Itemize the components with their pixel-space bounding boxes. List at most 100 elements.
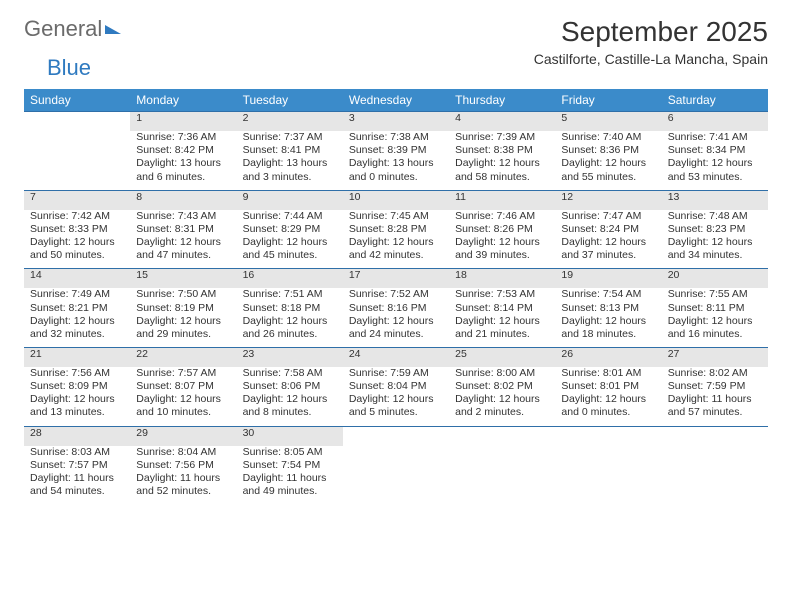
sunrise-text: Sunrise: 7:49 AM xyxy=(30,288,124,301)
col-fri: Friday xyxy=(555,89,661,112)
daylight-line1: Daylight: 12 hours xyxy=(349,315,443,328)
daylight-line1: Daylight: 12 hours xyxy=(243,393,337,406)
daylight-line2: and 52 minutes. xyxy=(136,485,230,498)
sunrise-text: Sunrise: 7:42 AM xyxy=(30,210,124,223)
sunrise-text: Sunrise: 7:58 AM xyxy=(243,367,337,380)
daynum-cell: 7 xyxy=(24,190,130,210)
day-cell: Sunrise: 7:49 AMSunset: 8:21 PMDaylight:… xyxy=(24,288,130,347)
day-cell: Sunrise: 7:43 AMSunset: 8:31 PMDaylight:… xyxy=(130,210,236,269)
daylight-line2: and 8 minutes. xyxy=(243,406,337,419)
daylight-line2: and 50 minutes. xyxy=(30,249,124,262)
daynum-cell: 25 xyxy=(449,347,555,367)
col-tue: Tuesday xyxy=(237,89,343,112)
sunset-text: Sunset: 8:04 PM xyxy=(349,380,443,393)
daynum-cell: 16 xyxy=(237,269,343,289)
daynum-cell: 15 xyxy=(130,269,236,289)
sunrise-text: Sunrise: 7:54 AM xyxy=(561,288,655,301)
week-2-daynum-row: 14151617181920 xyxy=(24,269,768,289)
daylight-line2: and 57 minutes. xyxy=(668,406,762,419)
logo: General xyxy=(24,16,121,42)
daylight-line1: Daylight: 12 hours xyxy=(561,157,655,170)
sunrise-text: Sunrise: 7:52 AM xyxy=(349,288,443,301)
daylight-line2: and 53 minutes. xyxy=(668,171,762,184)
week-0-daynum-row: 123456 xyxy=(24,112,768,132)
daylight-line2: and 58 minutes. xyxy=(455,171,549,184)
daynum-cell xyxy=(24,112,130,132)
daylight-line2: and 37 minutes. xyxy=(561,249,655,262)
day-cell: Sunrise: 8:04 AMSunset: 7:56 PMDaylight:… xyxy=(130,446,236,505)
sunrise-text: Sunrise: 8:03 AM xyxy=(30,446,124,459)
sunset-text: Sunset: 8:33 PM xyxy=(30,223,124,236)
day-cell: Sunrise: 7:58 AMSunset: 8:06 PMDaylight:… xyxy=(237,367,343,426)
daylight-line2: and 13 minutes. xyxy=(30,406,124,419)
daynum-cell: 3 xyxy=(343,112,449,132)
week-3-body-row: Sunrise: 7:56 AMSunset: 8:09 PMDaylight:… xyxy=(24,367,768,426)
sunset-text: Sunset: 8:36 PM xyxy=(561,144,655,157)
daylight-line2: and 32 minutes. xyxy=(30,328,124,341)
sunrise-text: Sunrise: 8:04 AM xyxy=(136,446,230,459)
day-cell: Sunrise: 7:40 AMSunset: 8:36 PMDaylight:… xyxy=(555,131,661,190)
daylight-line2: and 24 minutes. xyxy=(349,328,443,341)
week-4-daynum-row: 282930 xyxy=(24,426,768,446)
daylight-line1: Daylight: 11 hours xyxy=(30,472,124,485)
sunrise-text: Sunrise: 7:40 AM xyxy=(561,131,655,144)
day-cell: Sunrise: 7:41 AMSunset: 8:34 PMDaylight:… xyxy=(662,131,768,190)
day-cell: Sunrise: 7:54 AMSunset: 8:13 PMDaylight:… xyxy=(555,288,661,347)
day-cell: Sunrise: 7:42 AMSunset: 8:33 PMDaylight:… xyxy=(24,210,130,269)
daylight-line2: and 0 minutes. xyxy=(561,406,655,419)
logo-triangle-icon xyxy=(105,25,121,34)
day-cell: Sunrise: 7:47 AMSunset: 8:24 PMDaylight:… xyxy=(555,210,661,269)
calendar-table: Sunday Monday Tuesday Wednesday Thursday… xyxy=(24,89,768,504)
sunrise-text: Sunrise: 7:51 AM xyxy=(243,288,337,301)
sunset-text: Sunset: 8:39 PM xyxy=(349,144,443,157)
week-4-body-row: Sunrise: 8:03 AMSunset: 7:57 PMDaylight:… xyxy=(24,446,768,505)
daynum-cell xyxy=(662,426,768,446)
sunset-text: Sunset: 8:28 PM xyxy=(349,223,443,236)
day-cell xyxy=(449,446,555,505)
daynum-cell: 1 xyxy=(130,112,236,132)
daynum-cell: 11 xyxy=(449,190,555,210)
sunrise-text: Sunrise: 7:45 AM xyxy=(349,210,443,223)
day-cell: Sunrise: 7:45 AMSunset: 8:28 PMDaylight:… xyxy=(343,210,449,269)
sunset-text: Sunset: 8:34 PM xyxy=(668,144,762,157)
sunset-text: Sunset: 8:01 PM xyxy=(561,380,655,393)
sunset-text: Sunset: 8:06 PM xyxy=(243,380,337,393)
sunrise-text: Sunrise: 7:37 AM xyxy=(243,131,337,144)
daylight-line2: and 10 minutes. xyxy=(136,406,230,419)
daylight-line2: and 34 minutes. xyxy=(668,249,762,262)
daylight-line1: Daylight: 12 hours xyxy=(455,393,549,406)
sunrise-text: Sunrise: 7:53 AM xyxy=(455,288,549,301)
day-cell: Sunrise: 7:53 AMSunset: 8:14 PMDaylight:… xyxy=(449,288,555,347)
daylight-line2: and 42 minutes. xyxy=(349,249,443,262)
day-cell: Sunrise: 7:56 AMSunset: 8:09 PMDaylight:… xyxy=(24,367,130,426)
daynum-cell: 12 xyxy=(555,190,661,210)
sunset-text: Sunset: 8:02 PM xyxy=(455,380,549,393)
day-header-row: Sunday Monday Tuesday Wednesday Thursday… xyxy=(24,89,768,112)
daylight-line2: and 2 minutes. xyxy=(455,406,549,419)
daylight-line1: Daylight: 12 hours xyxy=(136,393,230,406)
sunrise-text: Sunrise: 7:41 AM xyxy=(668,131,762,144)
daylight-line1: Daylight: 12 hours xyxy=(455,157,549,170)
daynum-cell: 23 xyxy=(237,347,343,367)
day-cell: Sunrise: 7:46 AMSunset: 8:26 PMDaylight:… xyxy=(449,210,555,269)
sunrise-text: Sunrise: 7:38 AM xyxy=(349,131,443,144)
col-wed: Wednesday xyxy=(343,89,449,112)
daylight-line1: Daylight: 12 hours xyxy=(668,157,762,170)
col-sun: Sunday xyxy=(24,89,130,112)
sunrise-text: Sunrise: 7:43 AM xyxy=(136,210,230,223)
daylight-line2: and 29 minutes. xyxy=(136,328,230,341)
daylight-line2: and 0 minutes. xyxy=(349,171,443,184)
daylight-line2: and 5 minutes. xyxy=(349,406,443,419)
daylight-line2: and 47 minutes. xyxy=(136,249,230,262)
daynum-cell: 22 xyxy=(130,347,236,367)
sunrise-text: Sunrise: 7:47 AM xyxy=(561,210,655,223)
calendar-body: 123456 Sunrise: 7:36 AMSunset: 8:42 PMDa… xyxy=(24,112,768,505)
sunrise-text: Sunrise: 7:50 AM xyxy=(136,288,230,301)
daylight-line1: Daylight: 13 hours xyxy=(349,157,443,170)
sunset-text: Sunset: 8:24 PM xyxy=(561,223,655,236)
sunrise-text: Sunrise: 8:01 AM xyxy=(561,367,655,380)
daylight-line1: Daylight: 11 hours xyxy=(243,472,337,485)
daynum-cell xyxy=(555,426,661,446)
day-cell xyxy=(555,446,661,505)
day-cell: Sunrise: 7:39 AMSunset: 8:38 PMDaylight:… xyxy=(449,131,555,190)
